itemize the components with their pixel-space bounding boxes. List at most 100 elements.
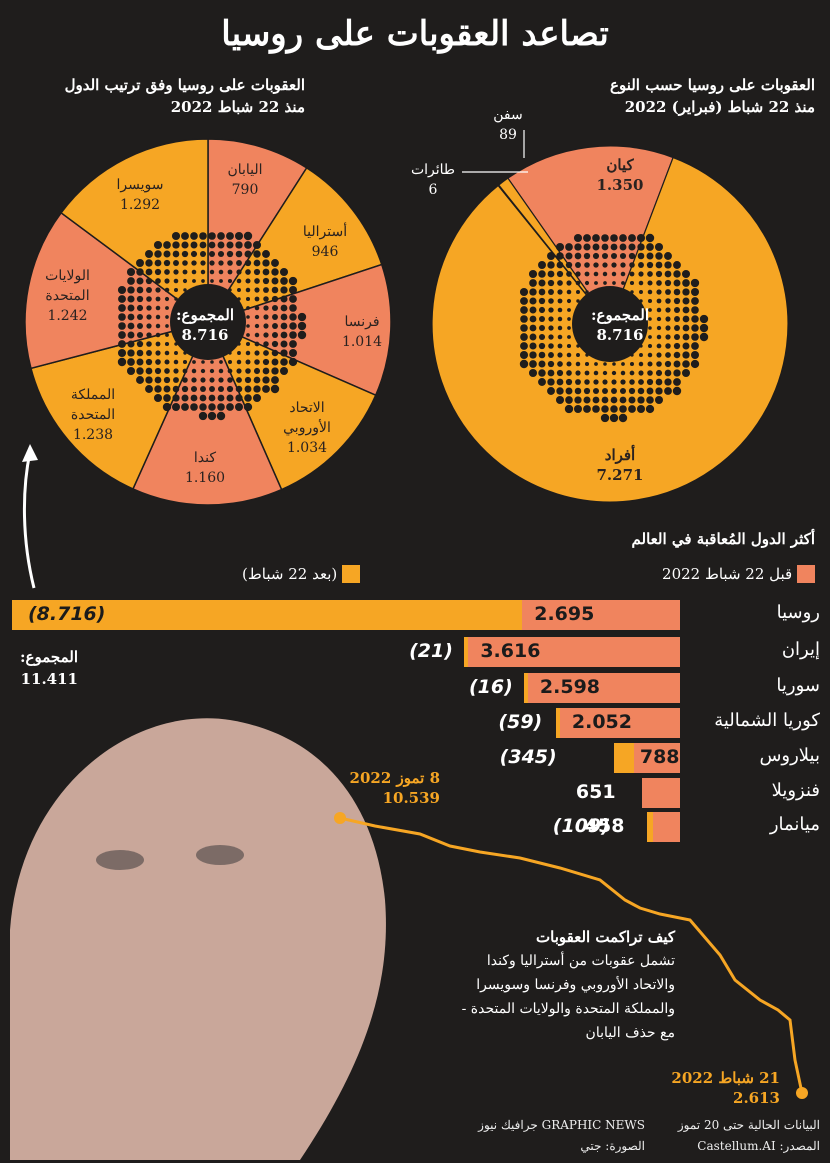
halftone-dot xyxy=(263,332,269,338)
halftone-dot xyxy=(538,378,546,386)
halftone-dot xyxy=(182,368,188,374)
halftone-dot xyxy=(236,377,242,383)
halftone-dot xyxy=(529,324,537,332)
type-pie-total: المجموع: 8.716 xyxy=(590,306,649,344)
halftone-dot xyxy=(181,394,189,402)
halftone-dot xyxy=(246,324,250,328)
halftone-dot xyxy=(610,396,618,404)
bar-before xyxy=(521,599,681,631)
halftone-dot xyxy=(146,314,152,320)
halftone-dot xyxy=(656,343,662,349)
halftone-dot xyxy=(263,350,269,356)
halftone-dot xyxy=(673,261,681,269)
halftone-dot xyxy=(638,361,644,367)
halftone-dot xyxy=(280,331,288,339)
halftone-dot xyxy=(226,385,234,393)
halftone-dot xyxy=(592,243,600,251)
halftone-dot xyxy=(244,241,252,249)
halftone-dot xyxy=(209,269,215,275)
halftone-dot xyxy=(602,370,608,376)
halftone-dot xyxy=(656,298,662,304)
halftone-dot xyxy=(639,353,643,357)
halftone-dot xyxy=(217,385,225,393)
halftone-dot xyxy=(538,351,546,359)
legend-before-swatch xyxy=(797,565,815,583)
legend-after-swatch xyxy=(342,565,360,583)
slice-switzerland xyxy=(60,138,209,324)
halftone-dot xyxy=(673,297,681,305)
halftone-dot xyxy=(210,279,214,283)
halftone-dot xyxy=(210,360,214,364)
halftone-dot xyxy=(181,232,189,240)
halftone-dot xyxy=(190,403,198,411)
halftone-dot xyxy=(165,315,169,319)
halftone-dot xyxy=(219,279,223,283)
halftone-dot xyxy=(153,393,163,403)
halftone-dot xyxy=(271,286,279,294)
halftone-dot xyxy=(181,385,189,393)
halftone-dot xyxy=(280,340,288,348)
bar-after xyxy=(464,637,469,667)
halftone-dot xyxy=(173,260,179,266)
bar-after-value: (8.716) xyxy=(28,603,106,625)
halftone-dot xyxy=(629,262,635,268)
halftone-dot xyxy=(601,396,609,404)
halftone-dot xyxy=(190,250,198,258)
halftone-dot xyxy=(136,277,144,285)
halftone-dot xyxy=(576,299,580,303)
halftone-dot xyxy=(611,262,617,268)
cumulative-line xyxy=(339,816,804,1094)
halftone-dot xyxy=(584,370,590,376)
halftone-dot xyxy=(548,298,554,304)
halftone-dot xyxy=(555,395,565,405)
halftone-dot xyxy=(280,304,288,312)
halftone-dot xyxy=(699,314,709,324)
halftone-dot xyxy=(665,316,671,322)
halftone-dot xyxy=(665,325,671,331)
halftone-dot xyxy=(127,304,135,312)
halftone-dot xyxy=(619,252,627,260)
halftone-dot xyxy=(538,333,546,341)
halftone-dot xyxy=(557,334,563,340)
halftone-dot xyxy=(538,324,546,332)
halftone-dot xyxy=(673,378,681,386)
halftone-dot xyxy=(621,281,625,285)
halftone-dot xyxy=(610,252,618,260)
halftone-dot xyxy=(648,308,652,312)
halftone-dot xyxy=(182,260,188,266)
halftone-dot xyxy=(639,290,643,294)
halftone-dot xyxy=(254,359,260,365)
bar-before xyxy=(640,777,681,809)
bar-before xyxy=(632,742,681,774)
halftone-dot xyxy=(262,277,270,285)
halftone-dot xyxy=(566,298,572,304)
halftone-dot xyxy=(638,379,644,385)
slice-label-aircraft: طائرات 6 xyxy=(410,162,456,198)
halftone-dot xyxy=(182,359,188,365)
credit-note: GRAPHIC NEWS جرافيك نيوز xyxy=(478,1118,645,1132)
halftone-dot xyxy=(172,385,180,393)
halftone-dot xyxy=(154,367,162,375)
slice-label-switzerland: سويسرا 1.292 xyxy=(116,177,164,213)
halftone-dot xyxy=(262,376,270,384)
halftone-dot xyxy=(226,232,234,240)
halftone-dot xyxy=(155,350,161,356)
halftone-dot xyxy=(127,349,135,357)
halftone-dot xyxy=(227,377,233,383)
halftone-dot xyxy=(574,252,582,260)
halftone-dot xyxy=(288,276,298,286)
halftone-dot xyxy=(245,359,251,365)
halftone-dot xyxy=(199,250,207,258)
halftone-dot xyxy=(648,317,652,321)
halftone-dot xyxy=(664,261,672,269)
halftone-dot xyxy=(236,368,242,374)
halftone-dot xyxy=(155,278,161,284)
halftone-dot xyxy=(655,396,663,404)
halftone-dot xyxy=(145,259,153,267)
halftone-dot xyxy=(565,378,573,386)
halftone-dot xyxy=(574,243,582,251)
halftone-dot xyxy=(656,334,662,340)
halftone-dot xyxy=(263,323,269,329)
halftone-dot xyxy=(136,358,144,366)
